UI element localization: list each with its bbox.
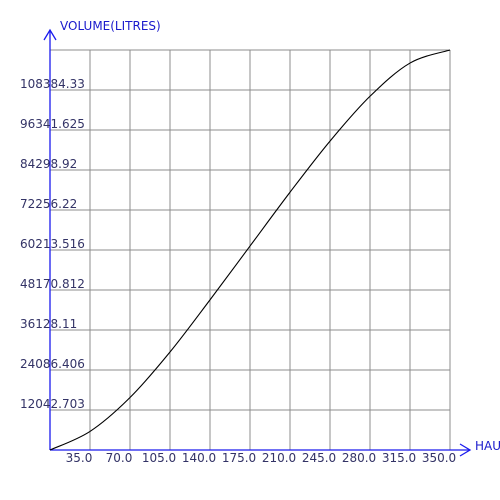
y-tick-label: 12042.703: [20, 397, 85, 411]
y-tick-label: 36128.11: [20, 317, 77, 331]
x-tick-label: 315.0: [382, 451, 416, 465]
y-tick-label: 108384.33: [20, 77, 85, 91]
axes: [44, 30, 470, 456]
x-axis-label: HAU: [475, 439, 500, 453]
x-tick-label: 140.0: [182, 451, 216, 465]
x-tick-label: 210.0: [262, 451, 296, 465]
y-tick-label: 48170.812: [20, 277, 85, 291]
tick-labels: 35.0 70.0 105.0 140.0 175.0 210.0 245.0 280.0 31…: [20, 77, 456, 465]
y-axis-label: VOLUME(LITRES): [60, 19, 161, 33]
y-tick-label: 60213.516: [20, 237, 85, 251]
x-tick-label: 35.0: [66, 451, 93, 465]
y-tick-label: 72256.22: [20, 197, 77, 211]
x-tick-label: 280.0: [342, 451, 376, 465]
x-tick-label: 350.0: [422, 451, 456, 465]
grid-lines: [50, 50, 450, 450]
y-tick-label: 84298.92: [20, 157, 77, 171]
x-tick-label: 175.0: [222, 451, 256, 465]
x-tick-label: 105.0: [142, 451, 176, 465]
y-tick-label: 24086.406: [20, 357, 85, 371]
x-tick-label: 245.0: [302, 451, 336, 465]
x-tick-label: 70.0: [106, 451, 133, 465]
y-tick-label: 96341.625: [20, 117, 85, 131]
